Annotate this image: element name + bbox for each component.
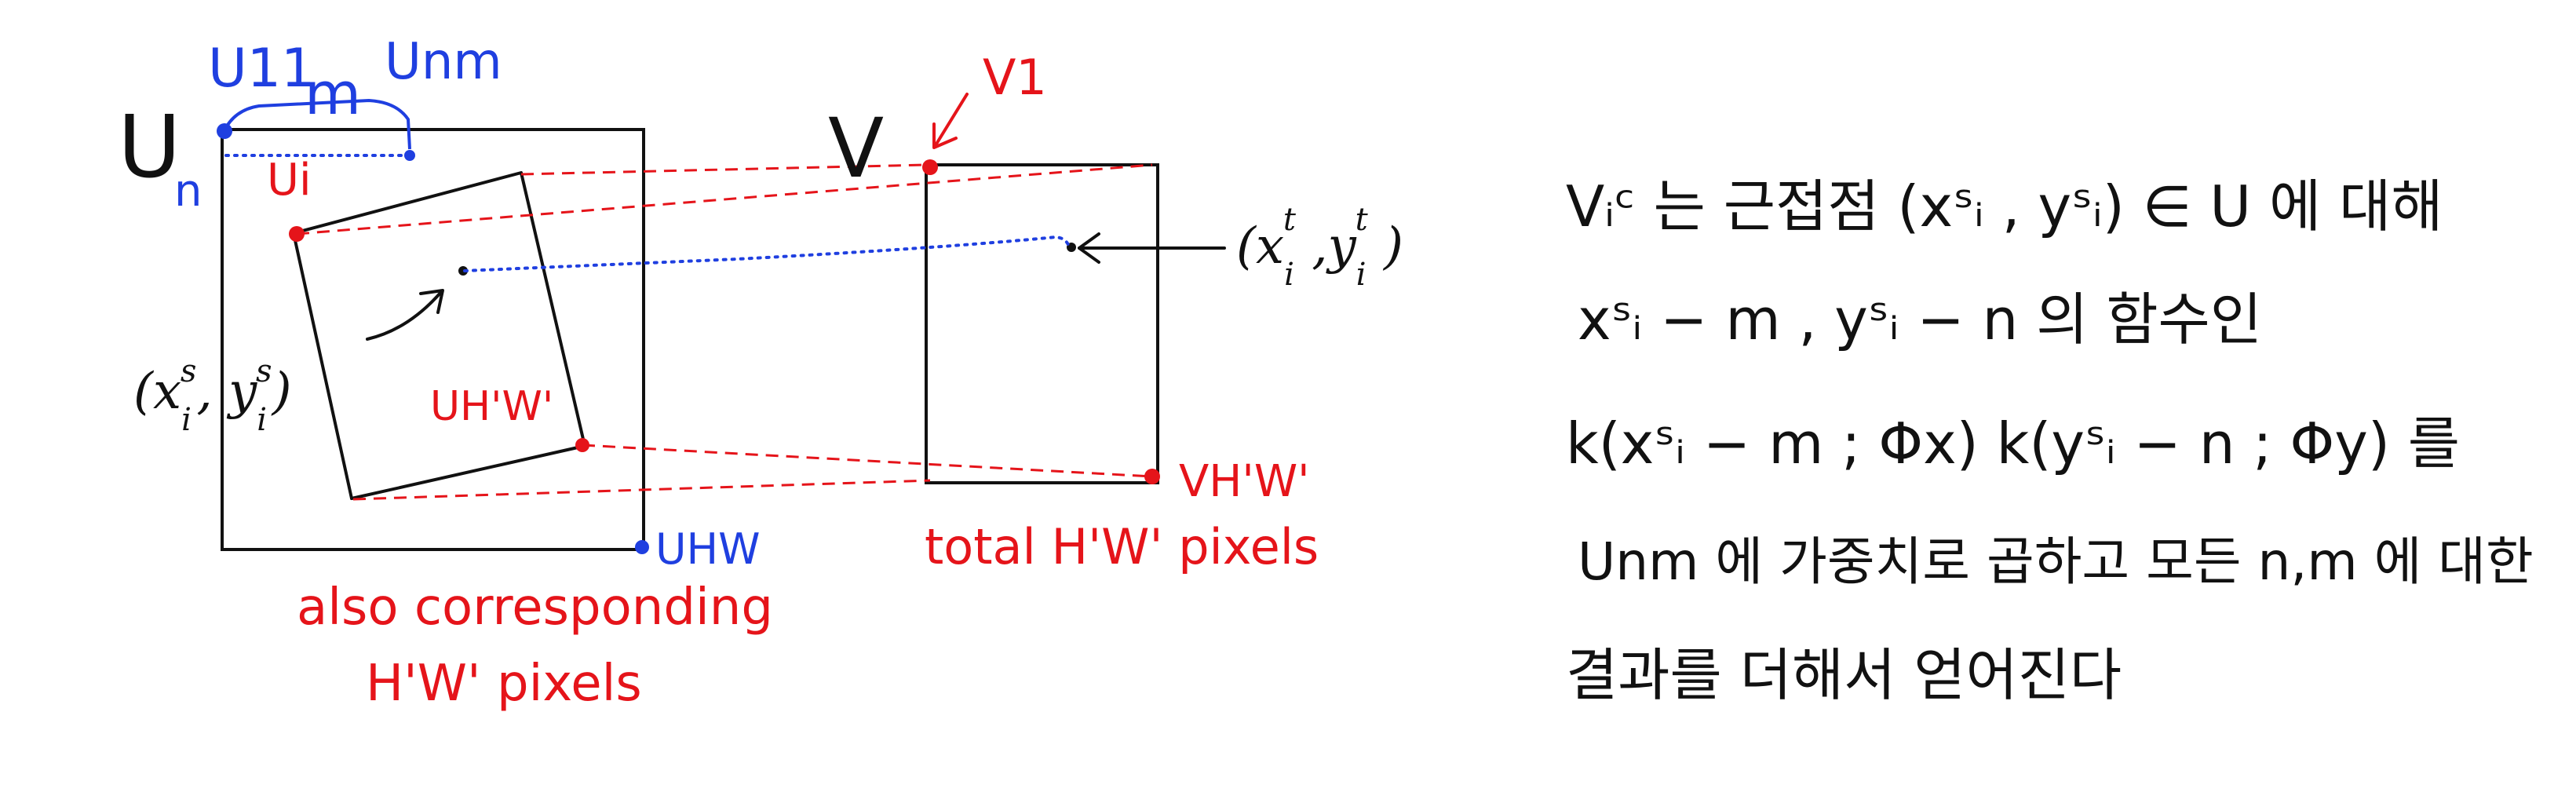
corr-line-bottom-2 (352, 479, 931, 501)
corr-line-top-1 (520, 163, 927, 176)
u11-label: U11 (208, 38, 315, 100)
uhw-point (635, 540, 649, 554)
unm-point (404, 150, 415, 161)
target-caption: total H'W' pixels (925, 518, 1319, 575)
note-line-3: k(xˢᵢ − m ; Φx) k(yˢᵢ − n ; Φy) 를 (1566, 411, 2460, 476)
ui-label: Ui (267, 155, 312, 206)
v1-arrow (934, 93, 969, 147)
source-image-frame (221, 128, 645, 551)
corr-line-bottom-1 (582, 444, 1153, 478)
u-label: U (118, 97, 181, 197)
note-line-1: Vᵢᶜ 는 근접점 (xˢᵢ , yˢᵢ) ∈ U 에 대해 (1566, 173, 2443, 239)
sample-arrow-head (419, 289, 444, 314)
sample-arrow (366, 290, 443, 341)
target-arrow-head (1078, 232, 1100, 264)
note-line-5: 결과를 더해서 얻어진다 (1566, 642, 2122, 708)
target-coord-label: (xit ,yit ) (1236, 202, 1403, 293)
source-coord-label: (xis, yis) (133, 353, 292, 438)
source-caption-line1: also corresponding (297, 579, 773, 637)
corr-line-sample (463, 235, 1071, 272)
uhw-prime-label: UH'W' (430, 383, 553, 430)
v1-arrow-head (932, 122, 958, 149)
corr-line-top-2 (296, 163, 1153, 236)
note-line-4: Unm 에 가중치로 곱하고 모든 n,m 에 대한 (1578, 531, 2534, 592)
m-label: m (305, 60, 361, 128)
v-label: V (828, 100, 884, 196)
note-line-2: xˢᵢ − m , yˢᵢ − n 의 함수인 (1578, 287, 2262, 352)
uhw-label: UHW (655, 524, 761, 574)
v1-label: V1 (983, 49, 1047, 106)
source-caption-line2: H'W' pixels (366, 655, 642, 713)
unm-label: Unm (385, 33, 502, 91)
m-spacing-bracket (222, 98, 411, 150)
vhw-point (1144, 469, 1160, 484)
u11-point (217, 123, 232, 139)
u-label-subscript: n (174, 166, 203, 217)
v1-point (922, 159, 938, 175)
target-image-frame (925, 163, 1159, 484)
vhw-label: VH'W' (1179, 456, 1310, 507)
